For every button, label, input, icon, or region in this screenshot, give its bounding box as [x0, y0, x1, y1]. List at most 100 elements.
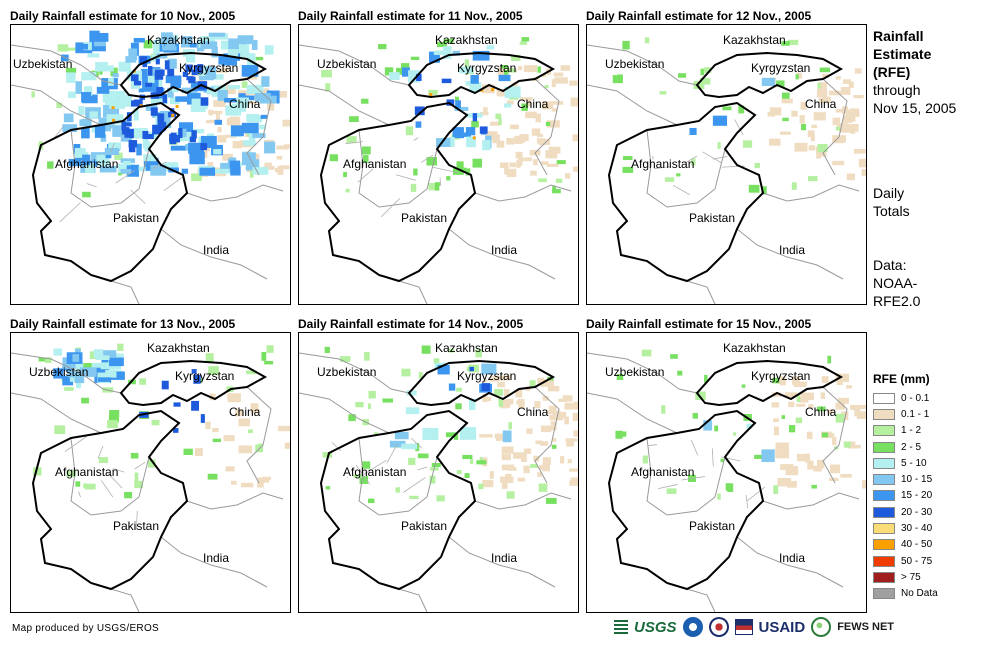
rain-cell-green	[456, 387, 462, 392]
rain-cell-green	[454, 96, 459, 103]
province-line	[386, 443, 398, 464]
rain-cell-tan	[229, 116, 240, 120]
rain-cell-green	[464, 59, 470, 68]
rain-cell-tan	[546, 163, 559, 167]
rain-cell-green	[436, 495, 445, 502]
rain-cell-green	[796, 395, 801, 403]
rain-cell-blue	[448, 137, 455, 147]
usaid-logo: USAID	[758, 618, 806, 636]
rain-cell-blue	[448, 383, 456, 391]
rain-cell-blue	[74, 152, 89, 158]
rain-cell-tan	[212, 427, 219, 433]
rain-cell-tan	[277, 165, 284, 175]
rain-cell-blue	[80, 367, 97, 377]
legend-swatch	[873, 539, 895, 551]
border-gray	[534, 78, 560, 176]
rain-cell-green	[134, 480, 143, 489]
rain-cell-tan	[554, 77, 568, 84]
rain-cell-dark	[200, 143, 208, 151]
panel-title: Daily Rainfall estimate for 12 Nov., 200…	[586, 9, 812, 23]
rain-cell-green	[382, 398, 394, 403]
outline-afghanistan-pakistan	[607, 101, 765, 283]
legend-rows: 0 - 0.1 0.1 - 1 1 - 2 2 - 5 5 - 10 10 - 15 15 …	[873, 390, 938, 602]
rain-cell-green	[835, 413, 845, 423]
label-uzbekistan: Uzbekistan	[317, 365, 377, 379]
rain-cell-blue	[84, 86, 93, 96]
rain-cell-blue	[119, 94, 132, 107]
rain-cell-green	[38, 357, 50, 362]
rain-cell-tan	[546, 410, 561, 415]
rain-cell-green	[384, 67, 394, 76]
rain-cell-green	[324, 346, 330, 353]
rain-cell-blue	[167, 58, 177, 69]
side-data-line: RFE2.0	[873, 293, 921, 309]
rain-cell-blue	[99, 166, 117, 173]
rain-cell-tan	[820, 392, 825, 400]
rain-cell-green	[246, 370, 257, 375]
rain-cell-dark	[191, 130, 197, 139]
border-gray	[822, 78, 848, 176]
noaa-logo-icon	[682, 617, 703, 637]
rain-cell-tan	[796, 72, 802, 79]
rain-cell-blue	[95, 61, 108, 72]
rain-cell-blue	[389, 72, 400, 80]
province-line	[432, 166, 458, 173]
rain-cell-tan	[479, 112, 489, 116]
rain-cell-green	[359, 476, 369, 484]
rain-cell-blue	[89, 41, 106, 52]
rain-cell-blue	[170, 82, 181, 89]
border-gray	[587, 44, 698, 86]
rain-cell-blue	[428, 51, 440, 63]
rain-cell-green	[781, 41, 790, 46]
rain-cell-green	[795, 417, 803, 424]
rain-cell-tan	[849, 113, 856, 122]
legend-swatch	[873, 555, 895, 567]
rain-cell-green	[346, 136, 357, 144]
rain-cell-blue	[188, 142, 205, 154]
legend-swatch	[873, 571, 895, 583]
rain-cell-tan	[482, 84, 495, 94]
rainfall-map: Kazakhstan Uzbekistan Kyrgyzstan China A…	[298, 24, 579, 305]
rain-cell-blue	[120, 158, 135, 163]
rain-cell-green	[405, 126, 414, 136]
rain-cell-tan	[828, 477, 839, 482]
legend-title: RFE (mm)	[873, 372, 930, 386]
rain-cell-blue	[53, 348, 62, 356]
rain-cell-dark	[416, 73, 422, 81]
rain-cell-blue	[109, 353, 124, 361]
side-title-line: Estimate	[873, 46, 932, 62]
rain-cell-tan	[850, 124, 859, 132]
rain-cell-green	[345, 188, 350, 193]
legend-label: 15 - 20	[901, 490, 933, 502]
rain-cell-blue	[465, 127, 476, 136]
rain-cell-tan	[526, 97, 532, 107]
rain-cell-blue	[422, 428, 439, 441]
rain-cell-green	[641, 349, 652, 357]
rain-cell-blue	[746, 423, 753, 429]
rain-cell-blue	[254, 93, 271, 102]
rain-cell-tan	[854, 409, 861, 417]
rain-cell-blue	[171, 75, 182, 85]
label-afghanistan: Afghanistan	[55, 157, 119, 171]
rain-cell-blue	[91, 367, 106, 376]
rain-cell-green	[801, 124, 807, 131]
rain-cell-blue	[96, 154, 110, 167]
outline-afghanistan-pakistan	[319, 101, 477, 283]
rain-cell-green	[498, 118, 502, 126]
rain-cell-blue	[63, 113, 74, 123]
rain-cell-blue	[230, 125, 244, 137]
rain-cell-tan	[816, 151, 821, 159]
outline-kyrgyzstan-region	[407, 51, 556, 99]
province-line	[654, 166, 670, 170]
label-uzbekistan: Uzbekistan	[13, 57, 73, 71]
rain-cell-green	[462, 454, 473, 460]
rain-cell-tan	[817, 459, 825, 469]
rain-cell-tan	[818, 84, 823, 89]
rain-cell-tan	[250, 403, 259, 410]
rain-cell-blue	[189, 43, 197, 48]
rain-cell-tan	[485, 131, 498, 141]
label-kyrgyzstan: Kyrgyzstan	[457, 61, 517, 75]
rain-cell-green	[471, 120, 479, 128]
rain-cell-blue	[406, 390, 417, 396]
legend-label: No Data	[901, 588, 938, 600]
